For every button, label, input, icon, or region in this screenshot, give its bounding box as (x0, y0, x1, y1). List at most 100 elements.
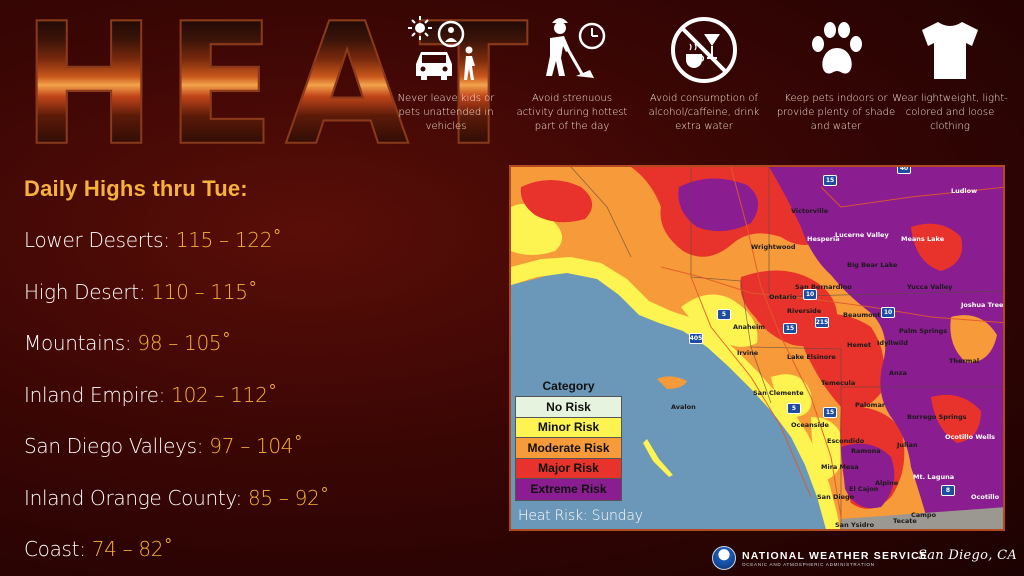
place-label: Ludlow (951, 187, 978, 195)
heat-risk-map: 15 40 10 215 5 405 15 10 5 15 8 Victorvi… (509, 165, 1005, 531)
highs-row-coast: Coast: 74 – 82˚ (24, 535, 444, 576)
route-shield: 10 (881, 307, 895, 318)
temp-range: 98 – 105˚ (137, 331, 232, 355)
place-label: San Clemente (753, 389, 804, 397)
heat-letter-e: E (165, 0, 276, 183)
route-shield: 40 (897, 167, 911, 174)
map-caption: Heat Risk: Sunday (518, 508, 643, 524)
place-label: Mira Mesa (821, 463, 859, 471)
agency-name: NATIONAL WEATHER SERVICE (742, 550, 929, 562)
heat-title: H E A T (21, 0, 529, 170)
route-shield: 15 (783, 323, 797, 334)
sun-child-car-icon (406, 14, 486, 86)
place-label: Borrego Springs (907, 413, 967, 421)
paw-print-icon (796, 14, 876, 86)
route-shield: 215 (815, 317, 829, 328)
legend-extreme-risk: Extreme Risk (516, 479, 621, 500)
footer: NATIONAL WEATHER SERVICE OCEANIC AND ATM… (712, 546, 1018, 572)
noaa-logo-icon (712, 546, 736, 570)
place-label: Palomar (855, 401, 886, 409)
place-label: Escondido (827, 437, 865, 445)
place-label: Big Bear Lake (847, 261, 898, 269)
place-label: Anaheim (733, 323, 766, 331)
highs-row-mountains: Mountains: 98 – 105˚ (24, 329, 444, 381)
no-alcohol-caffeine-icon (664, 14, 744, 86)
route-shield: 8 (941, 485, 955, 496)
legend-minor-risk: Minor Risk (516, 417, 621, 438)
place-label: Beaumont (843, 311, 881, 319)
place-label: Palm Springs (899, 327, 948, 335)
tip-activity: Avoid strenuous activity during hottest … (512, 14, 632, 134)
place-label: Lake Elsinore (787, 353, 836, 361)
tip-caption: Wear lightweight, light-colored and loos… (892, 93, 1008, 132)
map-terrain (511, 167, 1003, 529)
region-name: Lower Deserts: (24, 228, 176, 252)
tip-caption: Keep pets indoors or provide plenty of s… (776, 93, 896, 132)
place-label: Tecate (893, 517, 917, 525)
highs-row-high-desert: High Desert: 110 – 115˚ (24, 278, 444, 330)
place-label: Ontario (769, 293, 797, 301)
place-label: Means Lake (901, 235, 945, 243)
place-label: Ocotillo (971, 493, 1000, 501)
place-label: Victorville (791, 207, 829, 215)
highs-row-san-diego-valleys: San Diego Valleys: 97 – 104˚ (24, 432, 444, 484)
tip-caption: Avoid consumption of alcohol/caffeine, d… (648, 93, 760, 132)
heat-letter-h: H (21, 0, 157, 183)
place-label: Avalon (671, 403, 696, 411)
place-label: Ocotillo Wells (945, 433, 996, 441)
region-name: Coast: (24, 537, 92, 561)
legend-no-risk: No Risk (516, 397, 621, 418)
place-label: Thermal (949, 357, 980, 365)
heat-letter-t: T (418, 0, 529, 183)
place-label: Joshua Tree N (961, 301, 1004, 309)
place-label: San Diego (817, 493, 855, 501)
place-label: Oceanside (791, 421, 829, 429)
temp-range: 74 – 82˚ (91, 537, 174, 561)
route-shield: 5 (787, 403, 801, 414)
safety-tips: Never leave kids or pets unattended in v… (388, 14, 1024, 159)
region-name: Inland Empire: (24, 382, 172, 407)
place-label: Riverside (787, 307, 822, 315)
tshirt-icon (910, 14, 990, 86)
daily-highs-heading: Daily Highs thru Tue: (24, 176, 248, 201)
place-label: Anza (889, 369, 907, 377)
tip-caption: Never leave kids or pets unattended in v… (397, 93, 495, 132)
region-name: Mountains: (24, 331, 138, 355)
highs-row-inland-orange-county: Inland Orange County: 85 – 92˚ (24, 484, 444, 536)
place-label: Hemet (847, 341, 872, 349)
place-label: Lucerne Valley (835, 231, 889, 239)
temp-range: 85 – 92˚ (247, 485, 330, 510)
parent-agency-name: OCEANIC AND ATMOSPHERIC ADMINISTRATION (742, 562, 875, 567)
route-shield: 15 (823, 407, 837, 418)
route-shield: 5 (717, 309, 731, 320)
route-shield: 405 (689, 333, 703, 344)
office-name: San Diego, CA (918, 548, 1018, 563)
tip-caption: Avoid strenuous activity during hottest … (516, 93, 628, 132)
place-label: Mt. Laguna (913, 473, 955, 481)
place-label: Wrightwood (751, 243, 796, 251)
tip-alcohol: Avoid consumption of alcohol/caffeine, d… (644, 14, 764, 134)
place-label: Campo (911, 511, 937, 519)
temp-range: 115 – 122˚ (175, 228, 282, 252)
tip-clothing: Wear lightweight, light-colored and loos… (890, 14, 1010, 134)
temp-range: 97 – 104˚ (209, 434, 303, 458)
place-label: Ramona (851, 447, 881, 455)
tip-vehicles: Never leave kids or pets unattended in v… (386, 14, 506, 134)
legend-major-risk: Major Risk (516, 458, 621, 479)
legend-moderate-risk: Moderate Risk (516, 438, 621, 459)
highs-row-lower-deserts: Lower Deserts: 115 – 122˚ (24, 226, 444, 278)
place-label: Idyllwild (877, 339, 908, 347)
route-shield: 15 (823, 175, 837, 186)
place-label: Julian (897, 441, 918, 449)
place-label: Alpine (875, 479, 899, 487)
legend-items: No Risk Minor Risk Moderate Risk Major R… (515, 396, 622, 501)
route-shield: 10 (803, 289, 817, 300)
temp-range: 102 – 112˚ (171, 382, 278, 407)
place-label: El Cajon (849, 485, 879, 493)
place-label: Irvine (737, 349, 759, 357)
legend-title: Category (542, 379, 595, 393)
place-label: Yucca Valley (907, 283, 953, 291)
heat-letter-a: A (284, 0, 410, 183)
place-label: San Ysidro (835, 521, 875, 529)
region-name: San Diego Valleys: (24, 434, 210, 458)
